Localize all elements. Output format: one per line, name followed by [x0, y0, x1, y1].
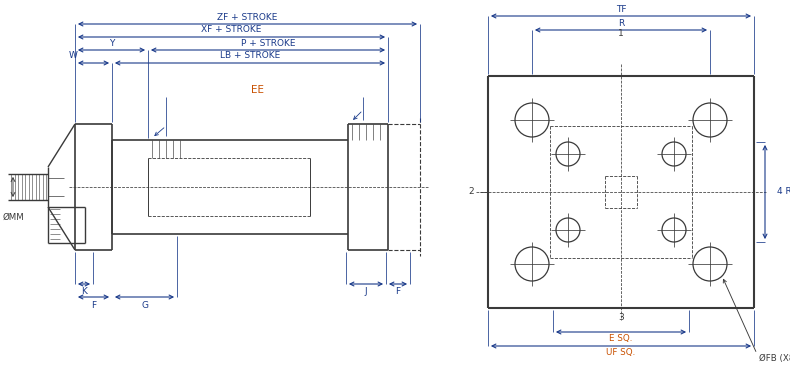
Text: 1: 1 — [618, 29, 624, 38]
Text: W: W — [69, 51, 77, 61]
Text: J: J — [365, 288, 367, 296]
Text: E SQ.: E SQ. — [609, 334, 633, 343]
Text: XF + STROKE: XF + STROKE — [201, 26, 261, 35]
Text: ØMM: ØMM — [3, 212, 24, 221]
Text: F: F — [91, 301, 96, 310]
Text: 2: 2 — [468, 187, 474, 196]
Text: 3: 3 — [618, 314, 624, 323]
Text: R: R — [618, 19, 624, 28]
Text: F: F — [396, 288, 401, 296]
Text: ZF + STROKE: ZF + STROKE — [217, 13, 278, 22]
Text: P + STROKE: P + STROKE — [241, 38, 295, 48]
Text: TF: TF — [615, 4, 626, 13]
Text: ØFB (X8): ØFB (X8) — [759, 353, 790, 362]
Text: 4 R TF: 4 R TF — [777, 187, 790, 196]
Text: Y: Y — [109, 38, 115, 48]
Text: G: G — [141, 301, 148, 310]
Text: LB + STROKE: LB + STROKE — [220, 51, 280, 61]
Text: K: K — [81, 288, 87, 296]
Text: EE: EE — [251, 85, 265, 95]
Text: UF SQ.: UF SQ. — [607, 347, 636, 356]
